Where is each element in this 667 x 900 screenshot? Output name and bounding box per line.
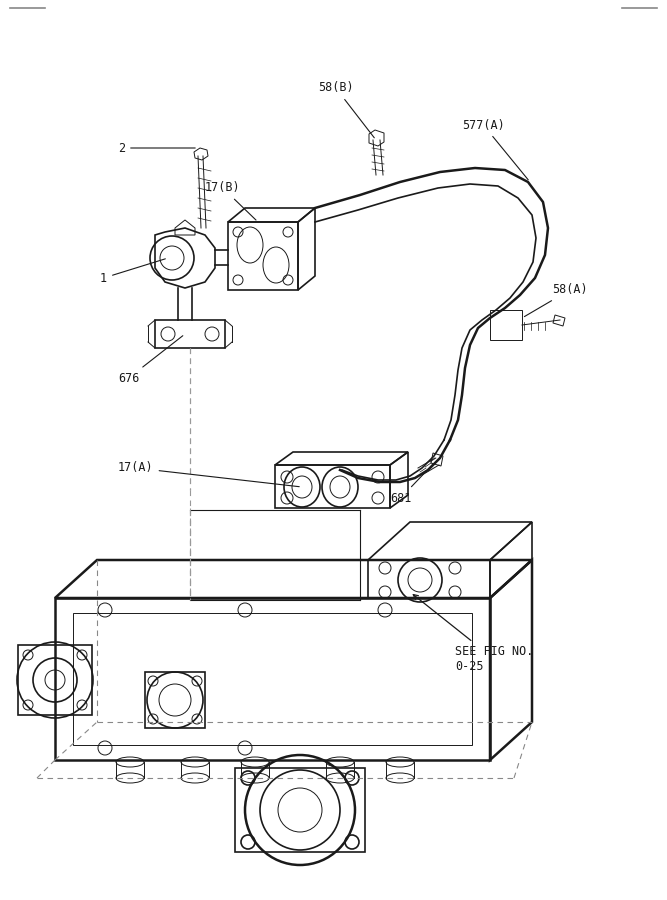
Text: 681: 681 bbox=[390, 464, 433, 505]
Text: 577(A): 577(A) bbox=[462, 119, 528, 180]
Text: 1: 1 bbox=[100, 259, 165, 284]
Text: 2: 2 bbox=[118, 141, 195, 155]
Text: SEE FIG NO.
0-25: SEE FIG NO. 0-25 bbox=[414, 595, 534, 673]
Text: 58(B): 58(B) bbox=[318, 82, 374, 138]
Text: 17(A): 17(A) bbox=[118, 462, 299, 487]
Text: 58(A): 58(A) bbox=[524, 284, 588, 317]
Text: 676: 676 bbox=[118, 336, 183, 384]
Text: 17(B): 17(B) bbox=[205, 182, 256, 220]
